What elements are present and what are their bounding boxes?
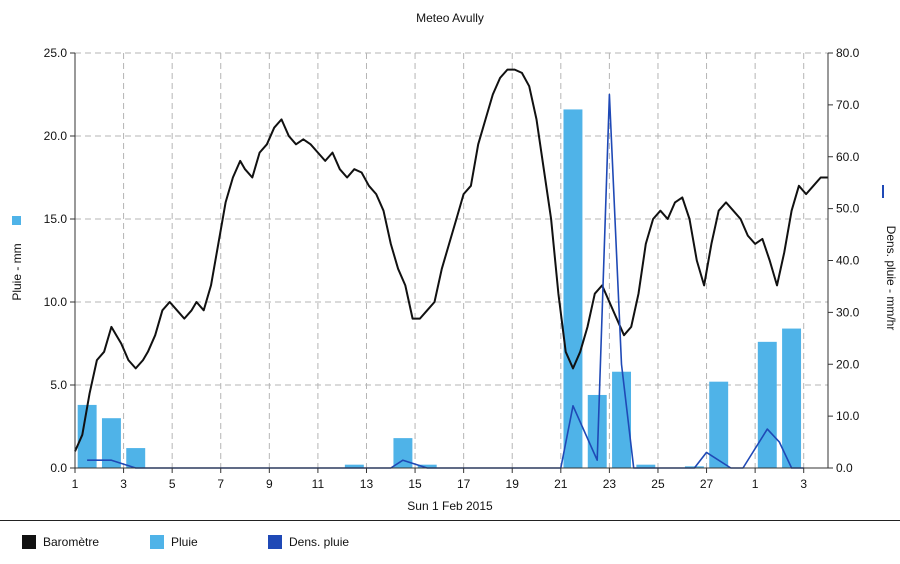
chart: 1 3 5 7 9 11 13 15 17 19 21 23 25 27 1 30.05.010.015.02… [10, 11, 898, 513]
y-right-tick-label: 20.0 [836, 357, 860, 371]
dens-pluie-line [87, 93, 804, 469]
rain-bar [636, 464, 656, 468]
series-lines [74, 68, 828, 469]
y-left-tick-label: 5.0 [50, 378, 67, 392]
x-tick-label: 1 [752, 477, 759, 491]
x-axis-label: Sun 1 Feb 2015 [407, 499, 493, 513]
x-tick-label: 5 [169, 477, 176, 491]
legend-swatch-dens-pluie [268, 535, 282, 549]
rain-bar [757, 341, 777, 468]
legend-item-pluie: Pluie [150, 535, 198, 549]
rain-bar [612, 371, 632, 468]
x-tick-label: 15 [408, 477, 422, 491]
y-left-tick-label: 0.0 [50, 461, 67, 475]
x-tick-label: 17 [457, 477, 471, 491]
y-left-tick-label: 25.0 [44, 46, 68, 60]
y-right-tick-label: 10.0 [836, 409, 860, 423]
left-axis-swatch [12, 216, 21, 225]
chart-title: Meteo Avully [416, 11, 484, 25]
rain-bar [417, 464, 437, 468]
y-right-tick-label: 70.0 [836, 98, 860, 112]
rain-bar [709, 381, 729, 468]
rain-bar [563, 109, 583, 468]
x-tick-label: 1 [72, 477, 79, 491]
legend-label-dens-pluie: Dens. pluie [289, 535, 350, 549]
y-left-tick-label: 15.0 [44, 212, 68, 226]
y-axis-left-label: Pluie - mm [10, 243, 24, 300]
legend: Baromètre Pluie Dens. pluie [0, 520, 900, 564]
y-right-tick-label: 40.0 [836, 254, 860, 268]
x-tick-label: 3 [120, 477, 127, 491]
rain-bar [101, 418, 121, 468]
y-right-tick-label: 30.0 [836, 305, 860, 319]
x-tick-label: 11 [312, 477, 325, 491]
x-tick-label: 19 [506, 477, 520, 491]
y-left-tick-label: 10.0 [44, 295, 68, 309]
x-tick-label: 21 [554, 477, 568, 491]
rain-bar [782, 328, 802, 468]
legend-swatch-pluie [150, 535, 164, 549]
rain-bar [393, 438, 413, 468]
x-tick-label: 7 [217, 477, 224, 491]
rain-bar [344, 464, 364, 468]
axes: 1 3 5 7 9 11 13 15 17 19 21 23 25 27 1 30.05.010.015.02… [44, 46, 860, 491]
x-tick-label: 25 [651, 477, 665, 491]
x-tick-label: 23 [603, 477, 617, 491]
barometre-line [74, 68, 828, 452]
legend-item-dens-pluie: Dens. pluie [268, 535, 349, 549]
x-tick-label: 3 [800, 477, 807, 491]
x-tick-label: 13 [360, 477, 374, 491]
rain-bar [126, 448, 146, 468]
y-axis-right-label: Dens. pluie - mm/hr [884, 226, 898, 331]
legend-label-pluie: Pluie [171, 535, 198, 549]
y-left-tick-label: 20.0 [44, 129, 68, 143]
legend-swatch-barometre [22, 535, 36, 549]
y-right-tick-label: 80.0 [836, 46, 860, 60]
rain-bars [77, 109, 802, 468]
x-tick-label: 9 [266, 477, 273, 491]
legend-item-barometre: Baromètre [22, 535, 99, 549]
y-right-tick-label: 60.0 [836, 150, 860, 164]
x-tick-label: 27 [700, 477, 714, 491]
y-right-tick-label: 0.0 [836, 461, 853, 475]
rain-bar [77, 404, 97, 468]
legend-label-barometre: Baromètre [43, 535, 100, 549]
y-right-tick-label: 50.0 [836, 202, 860, 216]
